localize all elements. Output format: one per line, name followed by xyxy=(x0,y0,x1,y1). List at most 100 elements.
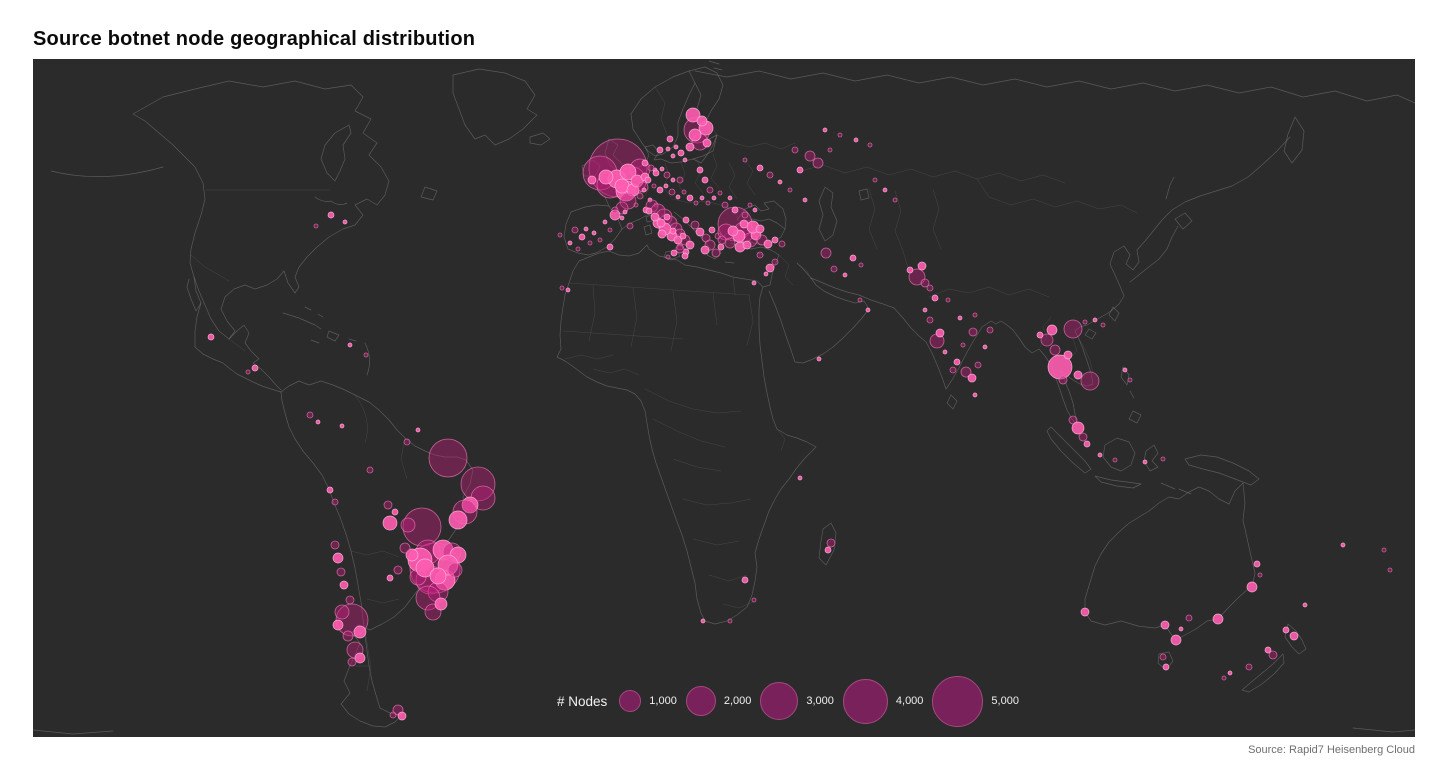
node-bubble xyxy=(717,235,727,245)
node-bubble xyxy=(681,189,687,195)
node-bubble xyxy=(857,297,863,303)
node-bubble xyxy=(559,285,565,291)
node-bubble xyxy=(428,438,468,478)
node-bubble xyxy=(1246,581,1258,593)
node-bubble xyxy=(682,216,690,224)
node-bubble xyxy=(974,361,982,369)
node-bubble xyxy=(699,195,705,201)
node-bubble xyxy=(802,197,808,203)
node-bubble xyxy=(724,237,736,249)
legend-size-label: 4,000 xyxy=(895,695,924,707)
node-bubble xyxy=(670,249,678,257)
node-bubble xyxy=(747,202,753,208)
node-bubble xyxy=(663,183,669,189)
node-bubble xyxy=(804,150,816,162)
node-bubble xyxy=(1381,547,1387,553)
node-bubble xyxy=(751,280,757,286)
node-bubble xyxy=(742,157,748,163)
legend-item: 4,000 xyxy=(842,678,924,724)
node-bubble xyxy=(332,552,344,564)
node-bubble xyxy=(739,219,749,229)
node-bubble xyxy=(727,195,733,201)
legend-size-label: 3,000 xyxy=(806,695,834,707)
node-bubble xyxy=(619,215,625,221)
node-bubble xyxy=(670,153,676,159)
node-bubble xyxy=(681,252,689,260)
node-bubble xyxy=(771,258,779,266)
node-bubble xyxy=(626,222,634,230)
node-bubble xyxy=(342,219,348,225)
node-bubble xyxy=(1185,614,1193,622)
node-bubble xyxy=(403,438,411,446)
node-bubble xyxy=(960,366,972,378)
node-bubble xyxy=(342,630,354,642)
node-bubble xyxy=(816,356,822,362)
page-title: Source botnet node geographical distribu… xyxy=(33,28,476,50)
node-bubble xyxy=(711,248,721,258)
node-bubble xyxy=(1340,542,1346,548)
basemap-coastlines xyxy=(33,60,1415,735)
node-bubble xyxy=(1092,317,1098,323)
node-bubble xyxy=(1080,371,1100,391)
node-bubble xyxy=(448,510,468,530)
node-bubble xyxy=(945,297,951,303)
node-bubble xyxy=(587,240,593,246)
node-bubble xyxy=(415,427,421,433)
node-bubble xyxy=(908,268,926,286)
node-bubble xyxy=(1142,459,1148,465)
node-bubble xyxy=(949,366,957,374)
node-bubble xyxy=(727,618,733,624)
node-bubble xyxy=(696,115,708,127)
node-bubble xyxy=(1097,452,1103,458)
node-bubble xyxy=(1040,333,1054,347)
node-bubble xyxy=(665,146,671,152)
node-bubble xyxy=(1100,322,1106,328)
node-bubble xyxy=(705,200,711,206)
node-bubble xyxy=(690,220,700,230)
node-bubble xyxy=(1063,350,1073,360)
node-bubble xyxy=(313,223,319,229)
node-bubble xyxy=(972,392,978,398)
node-bubble xyxy=(1078,432,1088,442)
node-bubble xyxy=(630,174,644,188)
node-bubble xyxy=(1049,344,1061,356)
node-bubble xyxy=(1112,457,1118,463)
node-bubble xyxy=(675,194,681,200)
node-bubble xyxy=(402,507,442,547)
legend-size-circle xyxy=(842,678,888,724)
node-bubble xyxy=(606,243,614,251)
node-bubble xyxy=(1080,607,1090,617)
node-bubble xyxy=(602,219,608,225)
node-bubble xyxy=(336,567,346,577)
node-bubble xyxy=(666,135,674,143)
node-bubble xyxy=(935,328,945,338)
node-bubble xyxy=(207,333,215,341)
node-bubble xyxy=(842,272,848,278)
legend-size-circle xyxy=(760,682,799,720)
node-bubble xyxy=(849,254,857,262)
map-legend: # Nodes 1,000 2,000 3,000 4,000 5,000 xyxy=(557,673,1019,729)
node-bubble xyxy=(763,271,769,277)
node-bubble xyxy=(315,419,321,425)
node-bubble xyxy=(741,576,749,584)
node-bubble xyxy=(755,224,765,234)
node-bubble xyxy=(251,364,259,372)
node-bubble xyxy=(339,423,345,429)
node-bubble xyxy=(968,327,978,337)
node-bubble xyxy=(696,166,704,174)
node-bubble xyxy=(354,652,366,664)
node-bubble xyxy=(717,243,725,251)
node-bubble xyxy=(766,171,774,179)
node-bubble xyxy=(1170,634,1182,646)
node-bubble xyxy=(717,190,723,196)
node-bubble xyxy=(685,107,701,123)
node-bubble xyxy=(1047,354,1073,380)
node-bubble xyxy=(702,138,712,148)
node-bubble xyxy=(685,142,695,152)
legend-title: # Nodes xyxy=(557,693,608,709)
node-bubble xyxy=(1083,440,1091,448)
node-bubble xyxy=(345,595,355,605)
node-bubble xyxy=(931,294,939,302)
node-bubble xyxy=(1058,375,1068,385)
node-bubble xyxy=(656,186,664,194)
